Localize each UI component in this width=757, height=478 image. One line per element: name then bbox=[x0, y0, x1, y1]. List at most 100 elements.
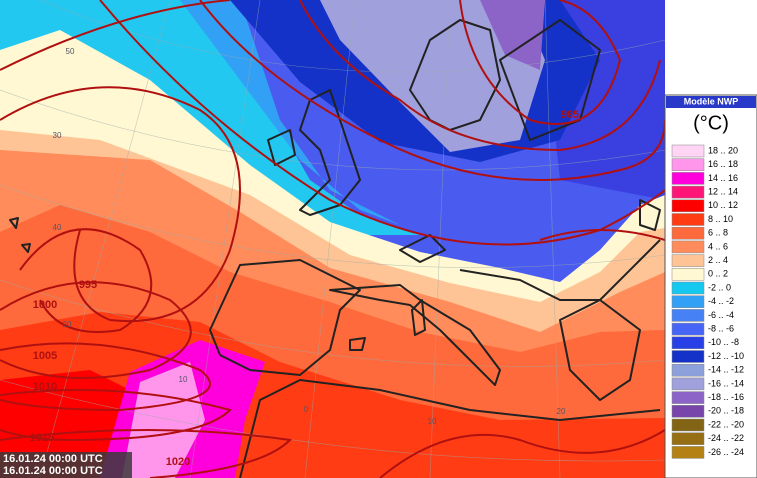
legend-title: Modèle NWP bbox=[684, 96, 739, 106]
isobar bbox=[199, 0, 666, 181]
isobar bbox=[99, 0, 666, 246]
coastline bbox=[9, 217, 19, 229]
legend-swatch bbox=[671, 377, 705, 391]
legend-label: 12 .. 14 bbox=[708, 186, 738, 196]
legend-label: -8 .. -6 bbox=[708, 323, 734, 333]
isobar bbox=[379, 429, 666, 478]
graticule-line bbox=[189, 0, 261, 478]
coastline bbox=[399, 234, 446, 263]
legend-label: 6 .. 8 bbox=[708, 228, 728, 238]
legend-header bbox=[666, 96, 756, 108]
isobar bbox=[459, 0, 622, 125]
isobar bbox=[0, 342, 211, 412]
legend-swatch bbox=[671, 240, 705, 254]
legend-label: 4 .. 6 bbox=[708, 241, 728, 251]
isobar bbox=[0, 86, 241, 323]
temperature-field bbox=[180, 0, 400, 225]
legend-label: 2 .. 4 bbox=[708, 255, 728, 265]
coastline bbox=[349, 337, 366, 351]
isobar bbox=[0, 0, 231, 71]
legend-swatch bbox=[671, 199, 705, 213]
legend-swatch bbox=[671, 446, 705, 459]
graticule-line bbox=[0, 379, 666, 462]
legend-swatch bbox=[671, 281, 705, 295]
graticule-line bbox=[544, 0, 561, 478]
coastline bbox=[21, 243, 31, 253]
graticule-label: 20 bbox=[63, 320, 72, 329]
legend-label: -4 .. -2 bbox=[708, 296, 734, 306]
legend-label: -20 .. -18 bbox=[708, 406, 744, 416]
graticule-line bbox=[39, 0, 666, 73]
coastline bbox=[329, 284, 501, 386]
coastline bbox=[299, 89, 361, 216]
isobar-label: 995 bbox=[79, 279, 97, 291]
coastline bbox=[459, 239, 661, 301]
graticule-label: 0 bbox=[304, 405, 309, 414]
temperature-field bbox=[122, 362, 205, 478]
legend-swatch bbox=[671, 405, 705, 418]
legend-label: 0 .. 2 bbox=[708, 269, 728, 279]
isobar-label: 1005 bbox=[33, 350, 57, 362]
isobar-label: 1015 bbox=[30, 432, 54, 444]
legend-swatch bbox=[671, 295, 705, 308]
legend-label: -2 .. 0 bbox=[708, 282, 731, 292]
legend-label: -10 .. -8 bbox=[708, 337, 739, 347]
isobar bbox=[0, 429, 293, 478]
coastline bbox=[639, 199, 661, 231]
legend-label: -24 .. -22 bbox=[708, 433, 744, 443]
graticule-label: 40 bbox=[53, 223, 62, 232]
isobar-label: 1020 bbox=[166, 456, 190, 468]
legend-label: 14 .. 16 bbox=[708, 173, 738, 183]
isobar bbox=[539, 229, 666, 241]
legend-label: -6 .. -4 bbox=[708, 310, 734, 320]
legend-swatch bbox=[671, 226, 705, 240]
isobar-label: 985 bbox=[561, 109, 579, 121]
coastline bbox=[267, 129, 296, 166]
timestamp: 16.01.24 00:00 UTC bbox=[3, 465, 103, 477]
legend-swatch bbox=[671, 432, 705, 445]
legend-unit: (°C) bbox=[693, 112, 729, 134]
legend-swatch bbox=[671, 363, 705, 377]
graticule-label: 30 bbox=[53, 131, 62, 140]
legend-swatch bbox=[671, 322, 705, 336]
graticule-line bbox=[39, 0, 171, 478]
legend-label: 18 .. 20 bbox=[708, 145, 738, 155]
isobar bbox=[299, 0, 661, 152]
coastline bbox=[239, 379, 661, 478]
legend-label: 8 .. 10 bbox=[708, 214, 733, 224]
legend-swatch bbox=[671, 144, 705, 158]
graticule-label: 50 bbox=[66, 47, 75, 56]
coastline bbox=[499, 19, 601, 141]
legend-label: -16 .. -14 bbox=[708, 378, 744, 388]
isobar bbox=[19, 228, 153, 333]
graticule-line bbox=[0, 184, 666, 268]
graticule-line bbox=[0, 89, 666, 171]
legend-label: 10 .. 12 bbox=[708, 200, 738, 210]
coastline bbox=[411, 299, 426, 336]
legend-swatch bbox=[671, 254, 705, 267]
legend-label: -26 .. -24 bbox=[708, 447, 744, 457]
legend-swatch bbox=[671, 158, 705, 171]
legend-label: -18 .. -16 bbox=[708, 392, 744, 402]
graticule-line bbox=[304, 0, 356, 478]
legend-label: -14 .. -12 bbox=[708, 365, 744, 375]
temperature-field bbox=[320, 0, 545, 152]
temperature-field bbox=[480, 0, 545, 70]
isobar-label: 1000 bbox=[33, 299, 57, 311]
graticule-label: 10 bbox=[179, 375, 188, 384]
legend-swatch bbox=[671, 418, 705, 432]
timestamp: 16.01.24 00:00 UTC bbox=[3, 453, 103, 465]
legend-swatch bbox=[671, 185, 705, 199]
legend-swatch bbox=[671, 172, 705, 185]
legend-swatch bbox=[671, 350, 705, 363]
isobar-label: 1010 bbox=[33, 381, 57, 393]
legend-swatch bbox=[671, 268, 705, 281]
graticule-label: 20 bbox=[557, 407, 566, 416]
map-area: 9859951000100510101015102050304020100102… bbox=[0, 0, 666, 478]
legend-label: -12 .. -10 bbox=[708, 351, 744, 361]
legend-label: 16 .. 18 bbox=[708, 159, 738, 169]
timestamp-box bbox=[0, 452, 132, 478]
coastline bbox=[209, 259, 361, 376]
legend-swatch bbox=[671, 309, 705, 322]
legend-swatch bbox=[671, 336, 705, 350]
